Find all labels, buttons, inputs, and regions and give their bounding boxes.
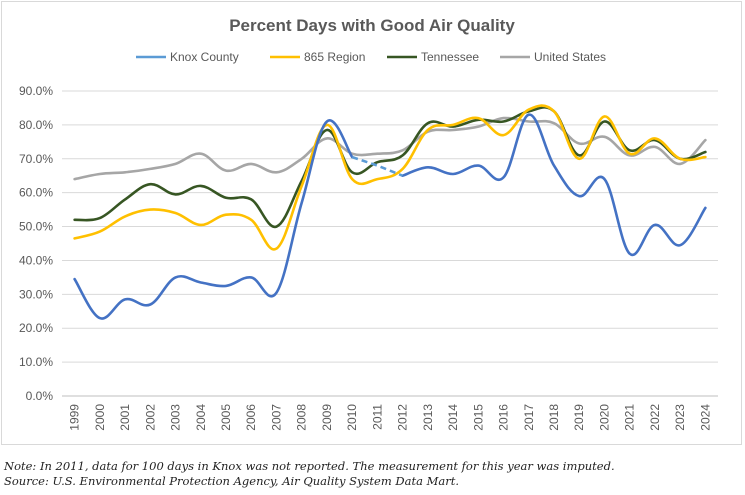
legend: Knox County 865 Region Tennessee United Sta… [136,50,606,64]
x-tick-label: 2019 [572,404,586,431]
y-tick-label: 0.0% [26,389,54,403]
x-tick-label: 2007 [269,404,283,431]
y-tick-label: 30.0% [19,287,53,301]
x-tick-label: 2004 [194,404,208,431]
y-tick-label: 20.0% [19,321,53,335]
x-tick-label: 2010 [345,404,359,431]
x-tick-label: 2000 [93,404,107,431]
x-tick-label: 2018 [547,404,561,431]
series-line-tennessee [73,106,707,228]
x-tick-label: 2005 [219,404,233,431]
series-line-865-region [73,104,707,251]
x-tick-label: 2006 [244,404,258,431]
x-tick-label: 2001 [118,404,132,431]
x-tick-label: 2013 [421,404,435,431]
y-tick-label: 10.0% [19,355,53,369]
legend-label-865-region: 865 Region [304,50,365,64]
y-tick-label: 60.0% [19,186,53,200]
y-axis: 0.0% 10.0% 20.0% 30.0% 40.0% 50.0% 60.0% 70.0% 8… [19,84,53,403]
y-tick-label: 50.0% [19,220,53,234]
chart-title: Percent Days with Good Air Quality [229,16,515,35]
x-tick-label: 2016 [497,404,511,431]
x-tick-label: 2012 [396,404,410,431]
legend-label-tennessee: Tennessee [421,50,479,64]
x-tick-label: 1999 [68,404,82,431]
gridlines [62,90,718,397]
legend-label-knox-county: Knox County [170,50,239,64]
x-tick-label: 2024 [698,404,712,431]
x-tick-label: 2008 [295,404,309,431]
x-tick-label: 2020 [597,404,611,431]
footnote-imputation: Note: In 2011, data for 100 days in Knox… [4,459,615,473]
x-tick-label: 2003 [169,404,183,431]
footnote-source: Source: U.S. Environmental Protection Ag… [4,474,460,488]
x-tick-label: 2022 [648,404,662,431]
series-imputed-knox-county [351,155,404,177]
x-tick-label: 2014 [446,404,460,431]
y-tick-label: 90.0% [19,84,53,98]
x-axis: 1999 2000 2001 2002 2003 2004 2005 2006 2007 2008… [68,404,713,431]
x-tick-label: 2002 [143,404,157,431]
legend-label-united-states: United States [534,50,606,64]
x-tick-label: 2011 [370,404,384,430]
series-layer [73,104,707,320]
y-tick-label: 70.0% [19,152,53,166]
x-tick-label: 2021 [623,404,637,431]
y-tick-label: 80.0% [19,118,53,132]
x-tick-label: 2017 [522,404,536,431]
line-chart: Percent Days with Good Air Quality Knox … [19,16,718,431]
series-line-united-states [73,116,707,181]
x-tick-label: 2023 [673,404,687,431]
x-tick-label: 2015 [471,404,485,431]
y-tick-label: 40.0% [19,253,53,267]
series-line-knox-county [401,113,707,257]
x-tick-label: 2009 [320,404,334,431]
series-line-knox-county [73,119,354,320]
